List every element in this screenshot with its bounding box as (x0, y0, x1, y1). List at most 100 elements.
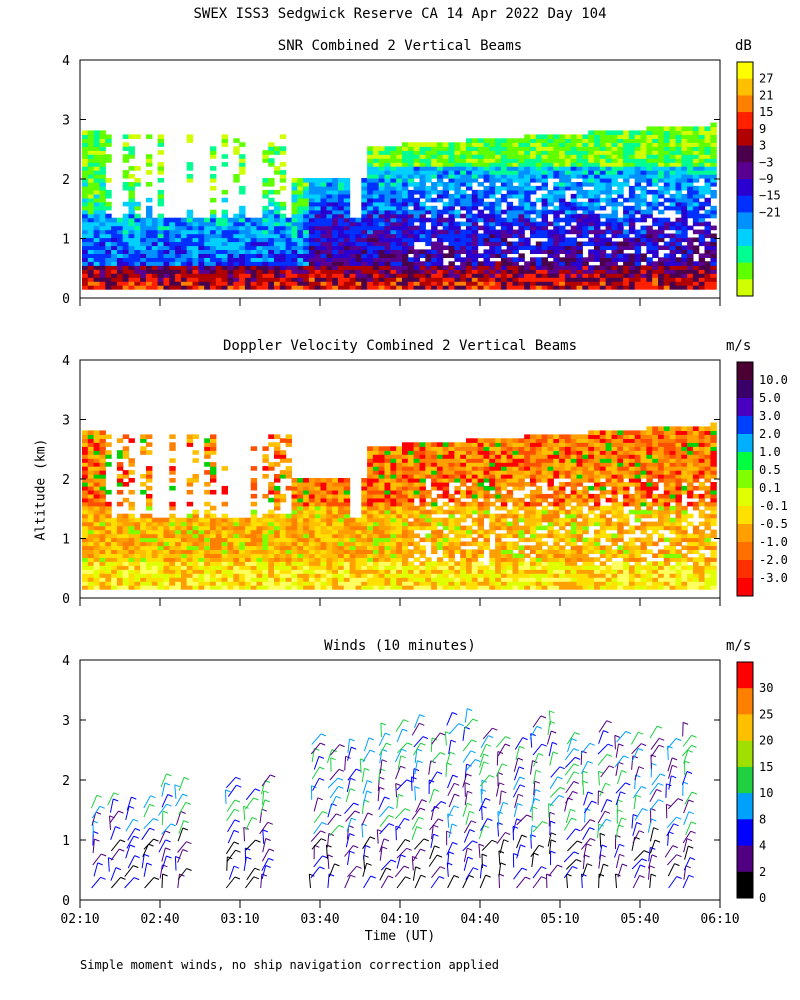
colorbar-tick-label: 5.0 (759, 391, 781, 405)
colorbar-swatch (737, 819, 753, 846)
y-tick-label: 1 (62, 834, 70, 849)
colorbar-tick-label: 1.0 (759, 445, 781, 459)
x-tick-label: 02:10 (60, 912, 99, 927)
y-tick-label: 2 (62, 774, 70, 789)
y-tick-label: 3 (62, 114, 70, 129)
colorbar-tick-label: 0 (759, 891, 766, 905)
colorbar-unit-winds: m/s (726, 638, 752, 654)
colorbar-swatch (737, 279, 753, 297)
colorbar-swatch (737, 434, 753, 453)
colorbar-tick-label: −15 (759, 189, 781, 203)
snr-heatmap (82, 122, 717, 290)
x-tick-label: 03:40 (300, 912, 339, 927)
colorbar-tick-label: −21 (759, 205, 781, 219)
colorbar-swatch (737, 662, 753, 689)
colorbar-swatch (737, 714, 753, 742)
colorbar-tick-label: 10.0 (759, 373, 788, 387)
axes-panel-3: 0 1 2 3 4 02:10 02:40 03:10 03:40 04:10 04:40 05:10… (60, 654, 739, 927)
colorbar-unit-doppler: m/s (726, 338, 752, 354)
colorbar-tick-label: 2 (759, 865, 766, 879)
colorbar-swatch (737, 179, 753, 197)
colorbar-tick-label: -1.0 (759, 535, 788, 549)
y-tick-label: 2 (62, 473, 70, 488)
footnote: Simple moment winds, no ship navigation … (80, 958, 500, 972)
colorbar-tick-label: -3.0 (759, 571, 788, 585)
colorbar-swatch (737, 62, 753, 80)
x-tick-label: 03:10 (220, 912, 259, 927)
colorbar-tick-label: 10 (759, 786, 773, 800)
colorbar-tick-label: 2.0 (759, 427, 781, 441)
colorbar-swatch (737, 740, 753, 768)
y-tick-label: 0 (62, 592, 70, 607)
x-tick-label: 04:40 (460, 912, 499, 927)
colorbar-frame (736, 661, 754, 899)
wind-barbs (90, 708, 698, 889)
colorbar-tick-label: 27 (759, 72, 773, 86)
y-tick-label: 3 (62, 714, 70, 729)
colorbar-swatch (737, 845, 753, 873)
colorbar-swatch (737, 688, 753, 715)
colorbar-tick-label: 3.0 (759, 409, 781, 423)
colorbar-tick-label: -2.0 (759, 553, 788, 567)
panel-title-doppler: Doppler Velocity Combined 2 Vertical Bea… (222, 338, 578, 354)
colorbar-tick-label: 21 (759, 88, 773, 102)
colorbar-tick-label: 0.1 (759, 481, 781, 495)
colorbar-tick-label: -0.1 (759, 499, 788, 513)
axes-panel-1: 0 1 2 3 4 (62, 54, 721, 307)
axes-panel-2: 0 1 2 3 4 (62, 354, 721, 607)
colorbar-swatch (737, 95, 753, 113)
y-tick-label: 1 (62, 533, 70, 548)
x-tick-label: 04:10 (380, 912, 419, 927)
colorbar-swatch (737, 488, 753, 507)
colorbar-swatch (737, 212, 753, 230)
panel-title-winds: Winds (10 minutes) (324, 638, 476, 654)
colorbar-swatch (737, 470, 753, 489)
colorbar-frame (736, 61, 754, 297)
y-tick-label: 0 (62, 894, 70, 909)
colorbar-swatch (737, 78, 753, 96)
colorbar-swatch (737, 162, 753, 180)
colorbar-swatch (737, 229, 753, 247)
colorbar-swatch (737, 506, 753, 525)
colorbar-tick-label: 15 (759, 760, 773, 774)
y-tick-label: 1 (62, 233, 70, 248)
colorbar-swatch (737, 578, 753, 597)
colorbar-swatch (737, 871, 753, 899)
colorbar-swatch (737, 398, 753, 417)
y-tick-label: 4 (62, 654, 70, 669)
x-tick-label: 05:10 (540, 912, 579, 927)
figure-title: SWEX ISS3 Sedgwick Reserve CA 14 Apr 202… (193, 6, 607, 22)
colorbar-swatch (737, 380, 753, 399)
colorbar-swatch (737, 128, 753, 147)
colorbar-panel-2: 10.0 5.0 3.0 2.0 1.0 0.5 0.1 -0.1 -0.5 -1.0 -2.0 -3… (736, 361, 788, 597)
colorbar-tick-label: 0.5 (759, 463, 781, 477)
colorbar-tick-label: 30 (759, 681, 773, 695)
colorbar-tick-label: −3 (759, 155, 773, 169)
colorbar-frame (736, 361, 754, 597)
colorbar-tick-label: 4 (759, 839, 766, 853)
y-tick-label: 4 (62, 54, 70, 69)
colorbar-tick-label: 25 (759, 707, 773, 721)
x-axis-label: Time (UT) (364, 929, 436, 944)
colorbar-tick-label: 15 (759, 105, 773, 119)
colorbar-swatch (737, 195, 753, 213)
y-tick-label: 0 (62, 292, 70, 307)
colorbar-swatch (737, 560, 753, 579)
doppler-heatmap (82, 422, 717, 590)
colorbar-swatch (737, 145, 753, 163)
colorbar-tick-label: -0.5 (759, 517, 788, 531)
panel-title-snr: SNR Combined 2 Vertical Beams (277, 38, 523, 54)
colorbar-swatch (737, 362, 753, 381)
colorbar-tick-label: 3 (759, 139, 766, 153)
colorbar-panel-1: 27 21 15 9 3 −3 −9 −15 −21 (736, 61, 781, 297)
colorbar-tick-label: 9 (759, 122, 766, 136)
x-tick-label: 02:40 (140, 912, 179, 927)
colorbar-swatch (737, 524, 753, 543)
colorbar-swatch (737, 542, 753, 561)
colorbar-swatch (737, 112, 753, 130)
colorbar-swatch (737, 245, 753, 264)
colorbar-tick-label: 8 (759, 812, 766, 826)
colorbar-swatch (737, 793, 753, 820)
